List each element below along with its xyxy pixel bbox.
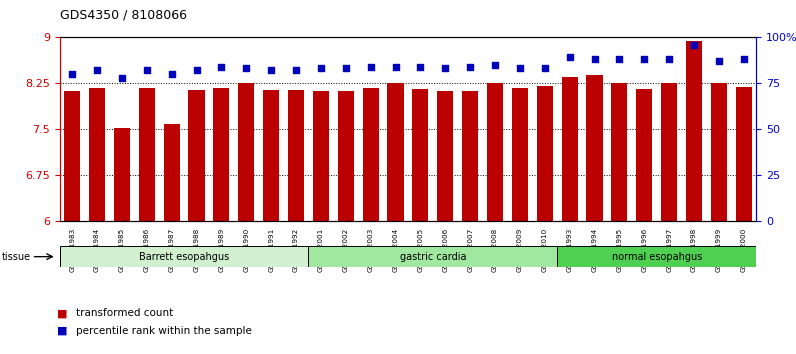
Bar — [736, 87, 752, 221]
Bar — [487, 83, 503, 221]
Text: GDS4350 / 8108066: GDS4350 / 8108066 — [60, 9, 187, 22]
Point — [290, 68, 302, 73]
Point — [613, 56, 626, 62]
Bar — [313, 91, 329, 221]
Bar — [561, 77, 578, 221]
Point — [265, 68, 278, 73]
Point — [414, 64, 427, 69]
Point — [215, 64, 228, 69]
Point — [240, 65, 252, 71]
Point — [464, 64, 477, 69]
Point — [389, 64, 402, 69]
Bar — [686, 41, 702, 221]
Bar — [238, 83, 255, 221]
Bar — [189, 90, 205, 221]
Text: gastric cardia: gastric cardia — [400, 252, 466, 262]
Bar — [388, 83, 404, 221]
Bar — [308, 246, 557, 267]
Text: normal esopahgus: normal esopahgus — [611, 252, 702, 262]
Point — [166, 71, 178, 77]
Bar — [661, 82, 677, 221]
Point — [314, 65, 327, 71]
Point — [115, 75, 128, 80]
Bar — [711, 83, 727, 221]
Point — [91, 68, 103, 73]
Bar — [60, 246, 308, 267]
Point — [538, 65, 551, 71]
Bar — [288, 90, 304, 221]
Text: Barrett esopahgus: Barrett esopahgus — [139, 252, 229, 262]
Point — [737, 56, 750, 62]
Point — [190, 68, 203, 73]
Bar — [114, 128, 130, 221]
Bar — [587, 75, 603, 221]
Bar — [462, 91, 478, 221]
Point — [489, 62, 501, 68]
Point — [365, 64, 377, 69]
Bar — [139, 88, 155, 221]
Point — [66, 71, 79, 77]
Bar — [537, 86, 553, 221]
Point — [339, 65, 352, 71]
Point — [663, 56, 676, 62]
Point — [638, 56, 650, 62]
Bar — [611, 82, 627, 221]
Point — [688, 42, 700, 47]
Text: percentile rank within the sample: percentile rank within the sample — [76, 326, 252, 336]
Point — [513, 65, 526, 71]
Bar — [437, 91, 454, 221]
Bar — [163, 124, 180, 221]
Text: tissue: tissue — [2, 252, 31, 262]
Point — [712, 58, 725, 64]
Bar — [412, 89, 428, 221]
Bar — [338, 91, 354, 221]
Bar — [64, 91, 80, 221]
Point — [439, 65, 451, 71]
Bar — [512, 88, 528, 221]
Bar — [263, 90, 279, 221]
Bar — [636, 89, 653, 221]
Point — [564, 55, 576, 60]
Bar — [362, 88, 379, 221]
Point — [140, 68, 153, 73]
Text: ■: ■ — [57, 326, 68, 336]
Bar — [557, 246, 756, 267]
Bar — [89, 88, 105, 221]
Point — [588, 56, 601, 62]
Text: transformed count: transformed count — [76, 308, 173, 318]
Text: ■: ■ — [57, 308, 68, 318]
Bar — [213, 88, 229, 221]
